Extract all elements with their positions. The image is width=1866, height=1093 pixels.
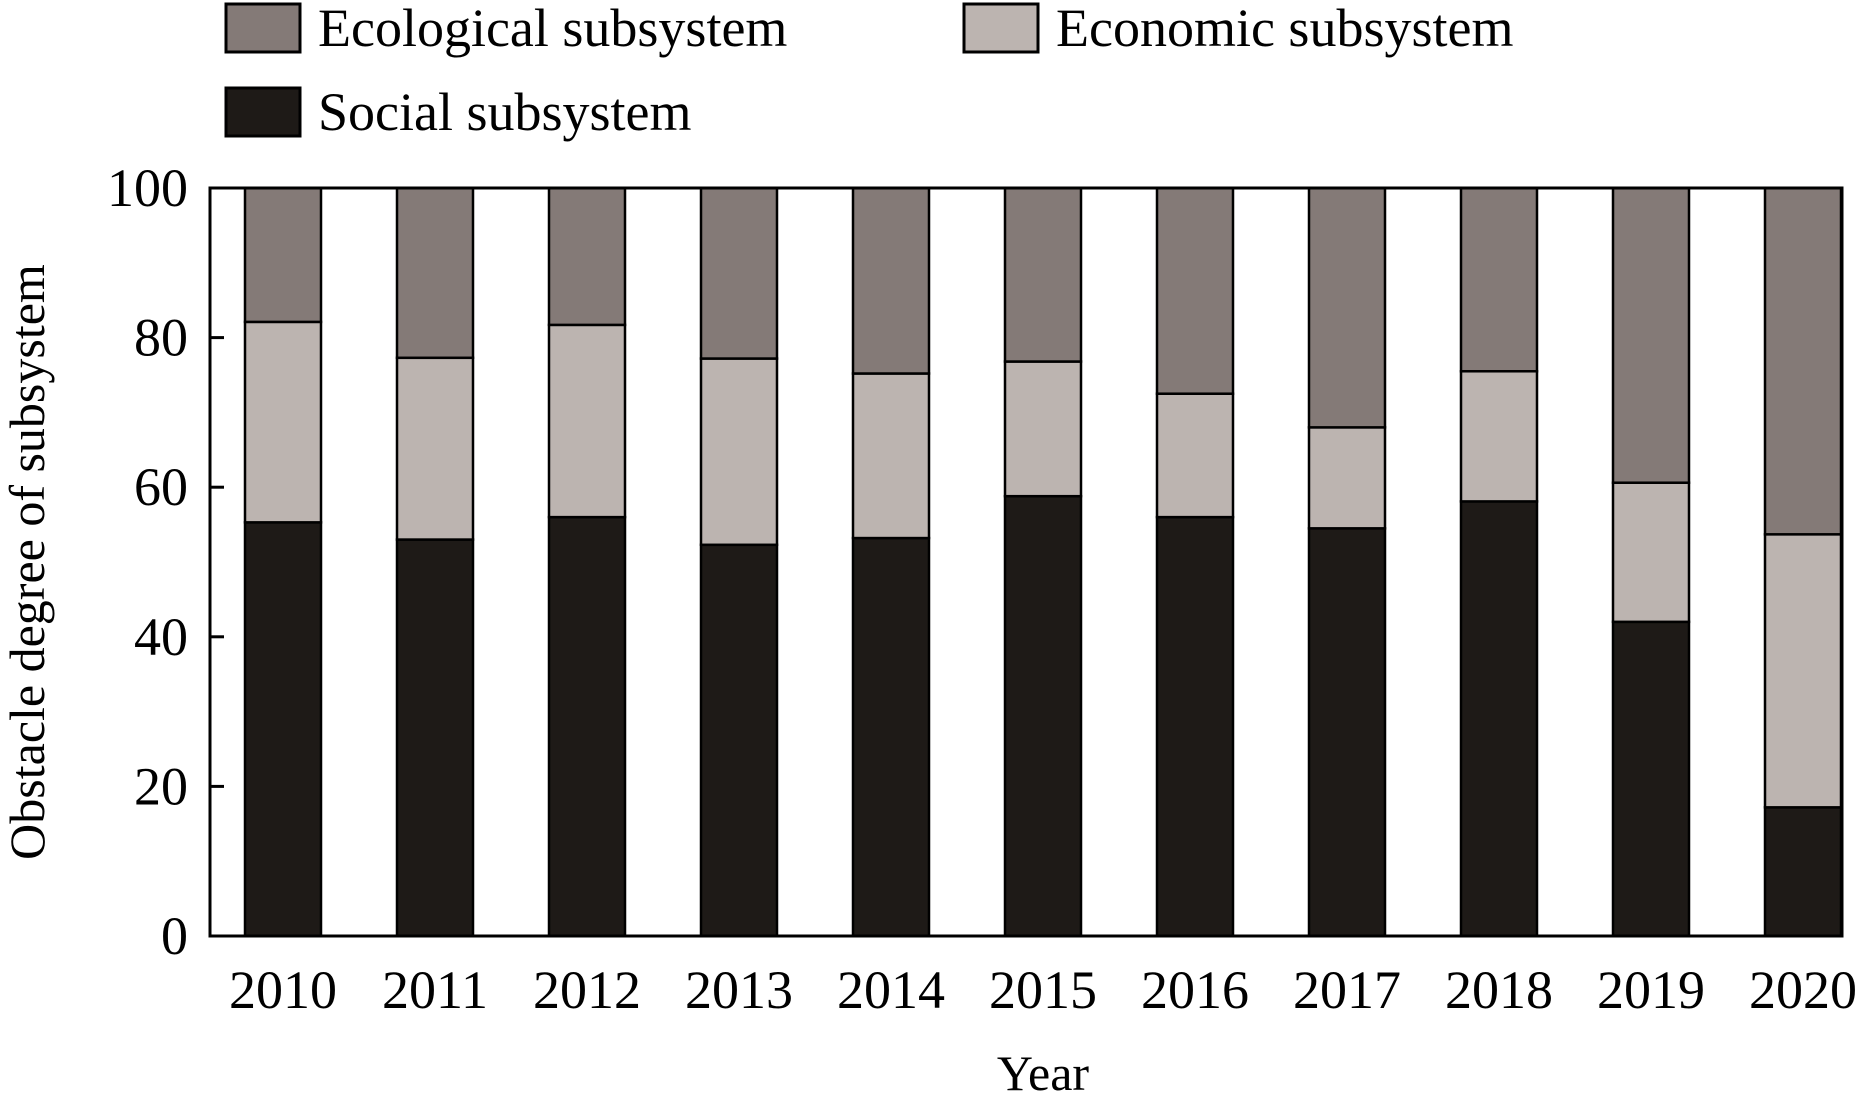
x-tick-label: 2014 [837,960,945,1020]
bars [243,186,1843,938]
y-axis-label: Obstacle degree of subsystem [0,264,55,860]
bar-segment-economic-subsystem-2014 [851,372,931,540]
y-tick-label: 40 [134,607,188,667]
bar-segment-ecological-subsystem-2012 [547,186,627,327]
x-axis-label: Year [997,1045,1089,1093]
bar-segment-economic-subsystem-2015 [1003,360,1083,498]
bar-segment-ecological-subsystem-2017 [1307,186,1387,429]
y-axis: 0 20 40 60 80 100 [107,158,224,966]
bar-segment-ecological-subsystem-2018 [1459,186,1539,373]
bar-segment-social-subsystem-2015 [1003,494,1083,938]
bar-segment-social-subsystem-2017 [1307,527,1387,938]
legend-swatch [962,2,1040,54]
bar-segment-social-subsystem-2018 [1459,500,1539,938]
bar-segment-economic-subsystem-2019 [1611,481,1691,624]
x-tick-label: 2016 [1141,960,1249,1020]
legend-label: Ecological subsystem [318,0,787,58]
bar-segment-economic-subsystem-2012 [547,323,627,519]
x-tick-label: 2013 [685,960,793,1020]
bar-segment-ecological-subsystem-2014 [851,186,931,375]
x-tick-label: 2017 [1293,960,1401,1020]
bar-segment-ecological-subsystem-2013 [699,186,779,360]
y-tick-label: 0 [161,906,188,966]
legend: Ecological subsystem Economic subsystem So… [224,0,1513,142]
bar-segment-economic-subsystem-2011 [395,356,475,541]
bar-segment-social-subsystem-2010 [243,521,323,938]
bar-segment-economic-subsystem-2017 [1307,426,1387,530]
x-tick-label: 2019 [1597,960,1705,1020]
plot-frame [208,186,1844,938]
bar-segment-economic-subsystem-2016 [1155,392,1235,519]
legend-label: Economic subsystem [1056,0,1513,58]
bar-segment-economic-subsystem-2020 [1763,533,1843,809]
bar-segment-ecological-subsystem-2019 [1611,186,1691,484]
bar-segment-social-subsystem-2020 [1763,806,1843,938]
bar-segment-social-subsystem-2011 [395,538,475,938]
y-tick-label: 20 [134,756,188,816]
bar-segment-economic-subsystem-2010 [243,320,323,524]
bar-segment-economic-subsystem-2013 [699,357,779,547]
bar-segment-ecological-subsystem-2010 [243,186,323,324]
legend-item-economic-subsystem: Economic subsystem [962,0,1513,58]
bar-segment-economic-subsystem-2018 [1459,370,1539,503]
legend-swatch [224,2,302,54]
x-tick-label: 2015 [989,960,1097,1020]
y-tick-label: 60 [134,457,188,517]
bar-segment-social-subsystem-2013 [699,543,779,938]
legend-item-social-subsystem: Social subsystem [224,82,692,142]
x-tick-label: 2010 [229,960,337,1020]
bar-segment-social-subsystem-2016 [1155,515,1235,938]
x-tick-label: 2018 [1445,960,1553,1020]
bar-segment-ecological-subsystem-2011 [395,186,475,360]
y-tick-label: 80 [134,308,188,368]
bar-segment-ecological-subsystem-2020 [1763,186,1843,536]
legend-label: Social subsystem [318,82,692,142]
bar-segment-social-subsystem-2012 [547,515,627,938]
x-tick-label: 2011 [382,960,488,1020]
bar-segment-social-subsystem-2019 [1611,620,1691,938]
legend-item-ecological-subsystem: Ecological subsystem [224,0,787,58]
x-tick-label: 2020 [1749,960,1857,1020]
bar-segment-ecological-subsystem-2016 [1155,186,1235,395]
bar-segment-ecological-subsystem-2015 [1003,186,1083,363]
y-tick-label: 100 [107,158,188,218]
x-axis: 2010 2011 2012 2013 2014 2015 2016 2017 2018 2019… [229,960,1857,1020]
x-tick-label: 2012 [533,960,641,1020]
bar-segment-social-subsystem-2014 [851,536,931,938]
legend-swatch [224,86,302,138]
